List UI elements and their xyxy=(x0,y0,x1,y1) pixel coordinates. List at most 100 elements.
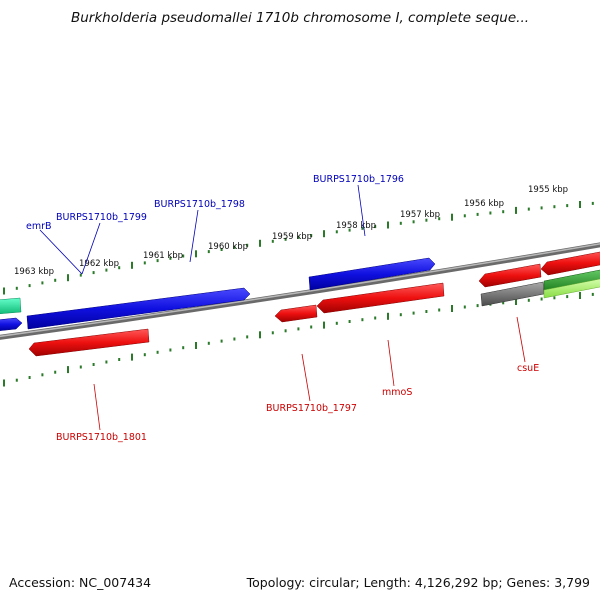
label-mmoS[interactable]: mmoS xyxy=(382,387,412,398)
outer-minor-tick xyxy=(361,226,364,230)
outer-minor-tick xyxy=(566,204,569,208)
label-BURPS1710b-1799[interactable]: BURPS1710b_1799 xyxy=(56,212,147,223)
leader-BURPS1710b-1797 xyxy=(301,353,311,402)
map-title: Burkholderia pseudomallei 1710b chromoso… xyxy=(70,10,530,26)
inner-minor-tick xyxy=(361,318,364,322)
gene-BURPS1710b-1797[interactable] xyxy=(274,304,318,323)
outer-minor-tick xyxy=(169,256,172,260)
gene-BURPS1710b-1799[interactable] xyxy=(26,287,251,330)
inner-minor-tick xyxy=(169,348,172,352)
outer-minor-tick xyxy=(438,217,441,221)
inner-major-tick xyxy=(579,292,581,299)
label-leaders xyxy=(39,184,526,431)
inner-minor-tick xyxy=(502,301,505,305)
outer-minor-tick xyxy=(41,281,44,285)
inner-minor-tick xyxy=(182,346,185,350)
outer-minor-tick xyxy=(118,266,121,270)
outer-minor-tick xyxy=(284,237,287,241)
inner-minor-tick xyxy=(79,365,82,369)
outer-minor-tick xyxy=(374,225,377,229)
label-csuE[interactable]: csuE xyxy=(517,363,539,374)
outer-major-tick xyxy=(67,274,69,282)
inner-major-tick xyxy=(387,312,389,320)
outer-major-tick xyxy=(323,230,325,238)
tick-labels: 1955 kbp 1956 kbp 1957 kbp 1958 kbp 1959… xyxy=(14,185,568,277)
tick-label-1963: 1963 kbp xyxy=(14,267,54,277)
outer-major-tick xyxy=(259,239,261,247)
label-BURPS1710b-1797[interactable]: BURPS1710b_1797 xyxy=(266,403,357,414)
outer-major-tick xyxy=(387,221,389,229)
gene-teal-left[interactable] xyxy=(0,297,22,315)
tick-label-1955: 1955 kbp xyxy=(528,185,568,195)
leader-BURPS1710b-1796 xyxy=(357,184,366,237)
outer-major-tick xyxy=(579,201,581,208)
inner-minor-tick xyxy=(233,337,236,341)
chromosome-backbone-highlight xyxy=(0,243,600,338)
outer-minor-tick xyxy=(476,212,479,216)
gene-BURPS1710b-1796[interactable] xyxy=(308,257,436,291)
outer-minor-tick xyxy=(527,207,530,211)
inner-major-tick xyxy=(195,342,197,349)
outer-major-tick xyxy=(131,261,133,269)
outer-minor-tick xyxy=(425,218,428,222)
outer-minor-tick xyxy=(15,286,18,290)
inner-minor-tick xyxy=(438,308,441,312)
inner-minor-tick xyxy=(92,363,95,366)
outer-minor-tick xyxy=(399,221,402,225)
gene-green-right[interactable] xyxy=(543,269,600,292)
inner-minor-tick xyxy=(399,313,402,317)
outer-minor-tick xyxy=(335,230,338,234)
tick-ruler-outer xyxy=(3,201,594,295)
inner-minor-tick xyxy=(476,304,479,308)
gene-emrB[interactable] xyxy=(0,317,23,331)
inner-minor-tick xyxy=(220,339,223,343)
inner-minor-tick xyxy=(15,378,18,382)
leader-BURPS1710b-1798 xyxy=(189,209,199,263)
leader-BURPS1710b-1799 xyxy=(81,222,101,275)
leader-emrB xyxy=(39,229,83,275)
inner-minor-tick xyxy=(105,360,108,364)
gene-mmoS[interactable] xyxy=(316,282,445,314)
outer-minor-tick xyxy=(540,206,543,210)
outer-minor-tick xyxy=(92,271,95,275)
outer-minor-tick xyxy=(502,210,505,214)
outer-major-tick xyxy=(451,213,453,221)
leader-csuE xyxy=(516,316,526,363)
label-BURPS1710b-1796[interactable]: BURPS1710b_1796 xyxy=(313,174,404,185)
inner-minor-tick xyxy=(566,295,569,299)
outer-minor-tick xyxy=(220,248,223,251)
outer-minor-tick xyxy=(463,214,466,218)
genome-summary-text: Topology: circular; Length: 4,126,292 bp… xyxy=(246,575,590,590)
inner-minor-tick xyxy=(553,296,556,300)
tick-ruler-inner xyxy=(3,292,594,387)
label-BURPS1710b-1798[interactable]: BURPS1710b_1798 xyxy=(154,199,245,210)
inner-minor-tick xyxy=(297,327,300,331)
outer-minor-tick xyxy=(54,278,57,282)
gene-lime-right[interactable] xyxy=(543,278,600,299)
inner-minor-tick xyxy=(335,321,338,325)
gene-labels: emrB BURPS1710b_1799 BURPS1710b_1798 BUR… xyxy=(26,174,539,443)
inner-major-tick xyxy=(515,298,517,305)
inner-minor-tick xyxy=(425,310,428,313)
outer-minor-tick xyxy=(348,228,351,232)
label-BURPS1710b-1801[interactable]: BURPS1710b_1801 xyxy=(56,432,147,443)
inner-minor-tick xyxy=(156,350,159,354)
outer-major-tick xyxy=(515,206,517,214)
tick-label-1961: 1961 kbp xyxy=(143,251,183,261)
forward-strand-genes xyxy=(0,257,436,331)
chromosome-backbone xyxy=(0,242,600,340)
inner-minor-tick xyxy=(412,311,415,315)
inner-minor-tick xyxy=(41,373,44,377)
gene-red-right-2[interactable] xyxy=(540,251,600,276)
gene-red-right-1[interactable] xyxy=(478,263,542,288)
outer-minor-tick xyxy=(310,234,313,237)
gene-BURPS1710b-1801[interactable] xyxy=(28,328,150,357)
tick-label-1959: 1959 kbp xyxy=(272,232,312,242)
outer-minor-tick xyxy=(28,284,31,288)
tick-label-1958: 1958 kbp xyxy=(336,221,376,231)
label-emrB[interactable]: emrB xyxy=(26,221,52,232)
outer-major-tick xyxy=(195,250,197,258)
inner-minor-tick xyxy=(310,325,313,329)
inner-major-tick xyxy=(3,379,5,387)
